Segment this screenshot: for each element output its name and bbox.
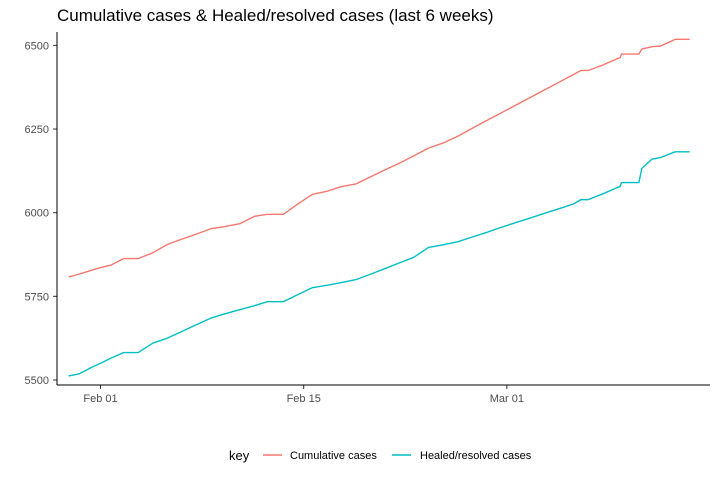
y-tick-label-6250: 6250 bbox=[25, 124, 49, 136]
x-tick-label-mar-01: Mar 01 bbox=[490, 393, 524, 405]
legend-label-cumulative-cases: Cumulative cases bbox=[290, 450, 377, 462]
legend-label-healed-resolved-cases: Healed/resolved cases bbox=[420, 450, 532, 462]
y-axis-ticks: 5500 5750 6000 6250 6500 bbox=[25, 40, 57, 387]
series-line-cumulative-cases bbox=[69, 39, 690, 277]
legend-item-cumulative-cases: Cumulative cases bbox=[263, 450, 377, 462]
legend-title: key bbox=[229, 448, 250, 463]
y-tick-label-6000: 6000 bbox=[25, 208, 49, 220]
legend: key Cumulative cases Healed/resolved cas… bbox=[229, 448, 532, 463]
legend-item-healed-resolved-cases: Healed/resolved cases bbox=[392, 450, 532, 462]
y-tick-label-5750: 5750 bbox=[25, 291, 49, 303]
y-tick-label-6500: 6500 bbox=[25, 40, 49, 52]
series-line-healed-resolved-cases bbox=[69, 152, 690, 376]
x-axis-ticks: Feb 01 Feb 15 Mar 01 bbox=[83, 385, 524, 405]
chart-title: Cumulative cases & Healed/resolved cases… bbox=[57, 6, 494, 25]
x-tick-label-feb-15: Feb 15 bbox=[287, 393, 321, 405]
x-tick-label-feb-01: Feb 01 bbox=[83, 393, 117, 405]
y-tick-label-5500: 5500 bbox=[25, 375, 49, 387]
series-layer bbox=[69, 39, 690, 376]
